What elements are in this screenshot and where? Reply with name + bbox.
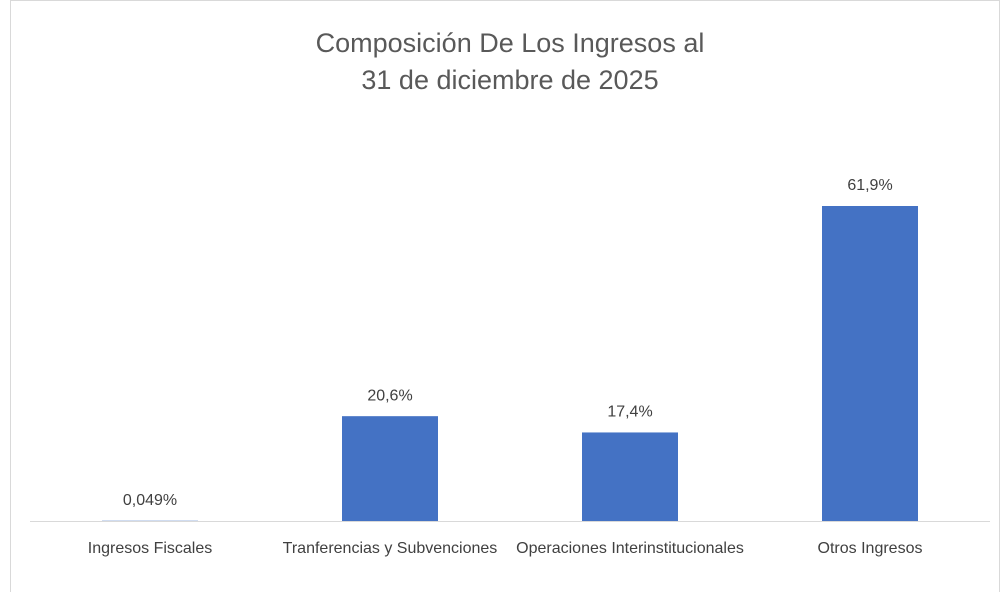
bar (582, 432, 678, 521)
data-label: 0,049% (123, 492, 177, 509)
x-tick-label: Operaciones Interinstitucionales (516, 540, 744, 557)
chart-title: 31 de diciembre de 2025 (361, 65, 658, 95)
bar (822, 206, 918, 521)
chart-title: Composición De Los Ingresos al (316, 28, 705, 58)
chart-border (10, 0, 1000, 592)
bar (342, 416, 438, 521)
x-tick-label: Ingresos Fiscales (87, 540, 213, 557)
data-label: 17,4% (607, 404, 652, 421)
data-label: 61,9% (847, 177, 892, 194)
data-label: 20,6% (367, 387, 412, 404)
x-tick-label: Tranferencias y Subvenciones (282, 540, 498, 557)
x-tick-label: Otros Ingresos (817, 540, 923, 557)
